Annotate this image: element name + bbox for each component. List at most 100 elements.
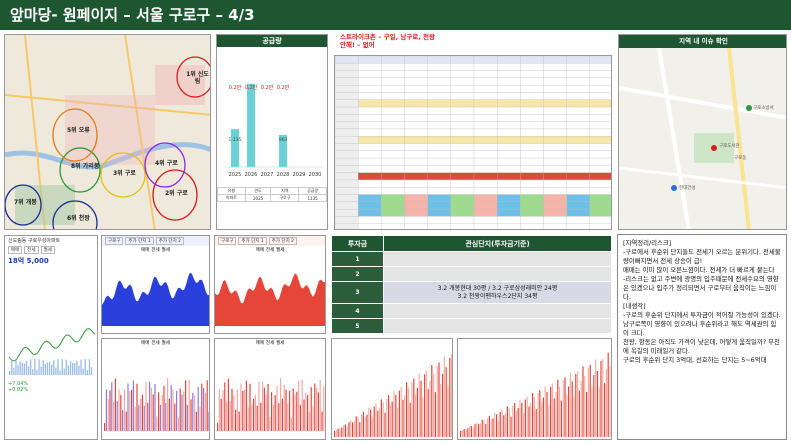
- district-map[interactable]: 1위 신도림 2위 구로 3위 구로 4위 구로 5위 오류 6위 천왕 7위 …: [4, 34, 211, 230]
- trade-bar: [194, 395, 196, 431]
- comparison-cell: [566, 201, 590, 210]
- comparison-cell: [427, 201, 451, 210]
- chart1-tab[interactable]: 추가 단지 2: [155, 237, 185, 245]
- trade-chart-2[interactable]: 구로구 추가 단지 1 추가 단지 2 매매 전세 월세: [214, 235, 326, 334]
- comparison-cell: [543, 223, 567, 229]
- comparison-cell: [473, 194, 498, 202]
- comparison-cell: [404, 201, 428, 210]
- comparison-cell: [589, 56, 611, 64]
- legend-item[interactable]: 전세: [265, 248, 275, 253]
- legend-item[interactable]: 매매: [141, 341, 150, 346]
- chart1-tab[interactable]: 구로구: [105, 237, 124, 245]
- app-breadcrumb[interactable]: 신도림동 구로우성아파트: [8, 238, 61, 244]
- legend-item[interactable]: 매매: [255, 341, 264, 346]
- chart2-tab[interactable]: 추가 단지 1: [238, 237, 267, 245]
- app-volume-bar: [48, 361, 51, 375]
- trade-bar: [138, 404, 140, 431]
- trade-chart-1[interactable]: 구로구 추가 단지 1 추가 단지 2 매매 전세 월세: [101, 235, 210, 334]
- app-stat-2: +0.02%: [8, 387, 29, 393]
- trade-bar: [386, 398, 388, 437]
- comparison-cell: [358, 201, 382, 210]
- legend-item[interactable]: 전세: [151, 248, 160, 253]
- comparison-cell: [589, 208, 611, 217]
- trade-bar: [181, 394, 183, 431]
- trade-bar: [235, 409, 237, 431]
- comparison-cell: [473, 150, 498, 159]
- trade-bar: [496, 414, 498, 437]
- comparison-cell: [473, 121, 498, 130]
- legend-item[interactable]: 전세: [265, 341, 275, 346]
- trade-bar: [573, 396, 575, 437]
- trade-bar: [407, 387, 409, 437]
- trade-bar: [260, 402, 262, 431]
- trade-bar: [197, 387, 199, 431]
- trade-bar: [185, 380, 187, 431]
- legend-item[interactable]: 월세: [276, 248, 285, 253]
- comparison-cell: [427, 179, 451, 188]
- tab-sale[interactable]: 매매: [8, 246, 23, 254]
- trade-bar: [233, 394, 235, 431]
- trade-bar: [523, 412, 525, 437]
- trade-bar: [415, 394, 417, 437]
- tab-jeonse[interactable]: 전세: [24, 246, 39, 254]
- comparison-cell: [404, 157, 428, 166]
- comparison-cell: [543, 106, 567, 115]
- chart2-tab[interactable]: 추가 단지 2: [268, 237, 298, 245]
- trade-bar: [147, 402, 149, 431]
- legend-item[interactable]: 월세: [161, 341, 170, 346]
- trade-chart-3[interactable]: 매매 전세 월세: [101, 338, 210, 440]
- trade-chart-5[interactable]: [331, 338, 453, 440]
- trade-bar: [596, 371, 598, 437]
- app-volume-bar: [36, 369, 38, 375]
- trade-bar: [335, 429, 337, 437]
- trade-bar: [528, 406, 530, 437]
- comparison-cell: [589, 136, 611, 144]
- issue-map-panel[interactable]: 지역 내 이슈 확인 구로도서관 구로소방서 현대건설 구로동: [618, 34, 787, 230]
- supply-table-cell: 공급량: [298, 187, 327, 195]
- app-screenshot[interactable]: 신도림동 구로우성아파트 매매 전세 월세 18억 5,000 +7.04% +…: [4, 235, 98, 440]
- zone1-ring: [176, 56, 210, 98]
- trade-bar: [604, 383, 606, 437]
- trade-bar: [485, 424, 487, 437]
- legend-item[interactable]: 월세: [276, 341, 285, 346]
- comparison-cell: [404, 70, 428, 79]
- comparison-cell: [381, 223, 405, 229]
- trade-bar: [420, 380, 422, 437]
- legend-item[interactable]: 매매: [255, 248, 264, 253]
- trade-bar: [524, 399, 526, 437]
- app-volume-bar: [23, 363, 25, 375]
- trade-chart-4[interactable]: 매매 전세 월세: [214, 338, 326, 440]
- trade-chart-6[interactable]: [457, 338, 612, 440]
- comparison-cell: [381, 99, 405, 108]
- comparison-cell: [404, 56, 428, 64]
- trade-bar: [337, 428, 339, 437]
- trade-bar: [310, 387, 312, 431]
- app-volume-bar: [38, 359, 40, 375]
- trade-bar: [244, 389, 246, 431]
- comparison-cell: [497, 114, 521, 122]
- trade-bar: [357, 416, 359, 437]
- trade-bar: [204, 392, 206, 431]
- comparison-cell: [497, 172, 521, 181]
- comparison-cell: [381, 114, 405, 122]
- trade-bar: [402, 399, 404, 437]
- trade-bar: [307, 395, 309, 431]
- trade-bar: [602, 358, 604, 437]
- trade-bar: [120, 394, 122, 431]
- trade-bar: [361, 414, 363, 437]
- trade-bar: [553, 398, 555, 437]
- trade-bar: [254, 394, 256, 431]
- trade-bar: [294, 394, 296, 431]
- trade-bar: [150, 387, 152, 431]
- legend-item[interactable]: 전세: [151, 341, 160, 346]
- trade-bar: [505, 413, 507, 437]
- app-volume-bar: [53, 360, 55, 375]
- app-volume-bar: [59, 370, 61, 375]
- chart2-tab[interactable]: 구로구: [218, 237, 237, 245]
- legend-item[interactable]: 월세: [161, 248, 170, 253]
- legend-item[interactable]: 매매: [141, 248, 150, 253]
- comparison-cell: [335, 187, 359, 195]
- chart1-tab[interactable]: 추가 단지 1: [125, 237, 154, 245]
- comparison-cell: [427, 157, 451, 166]
- tab-monthly[interactable]: 월세: [40, 246, 55, 254]
